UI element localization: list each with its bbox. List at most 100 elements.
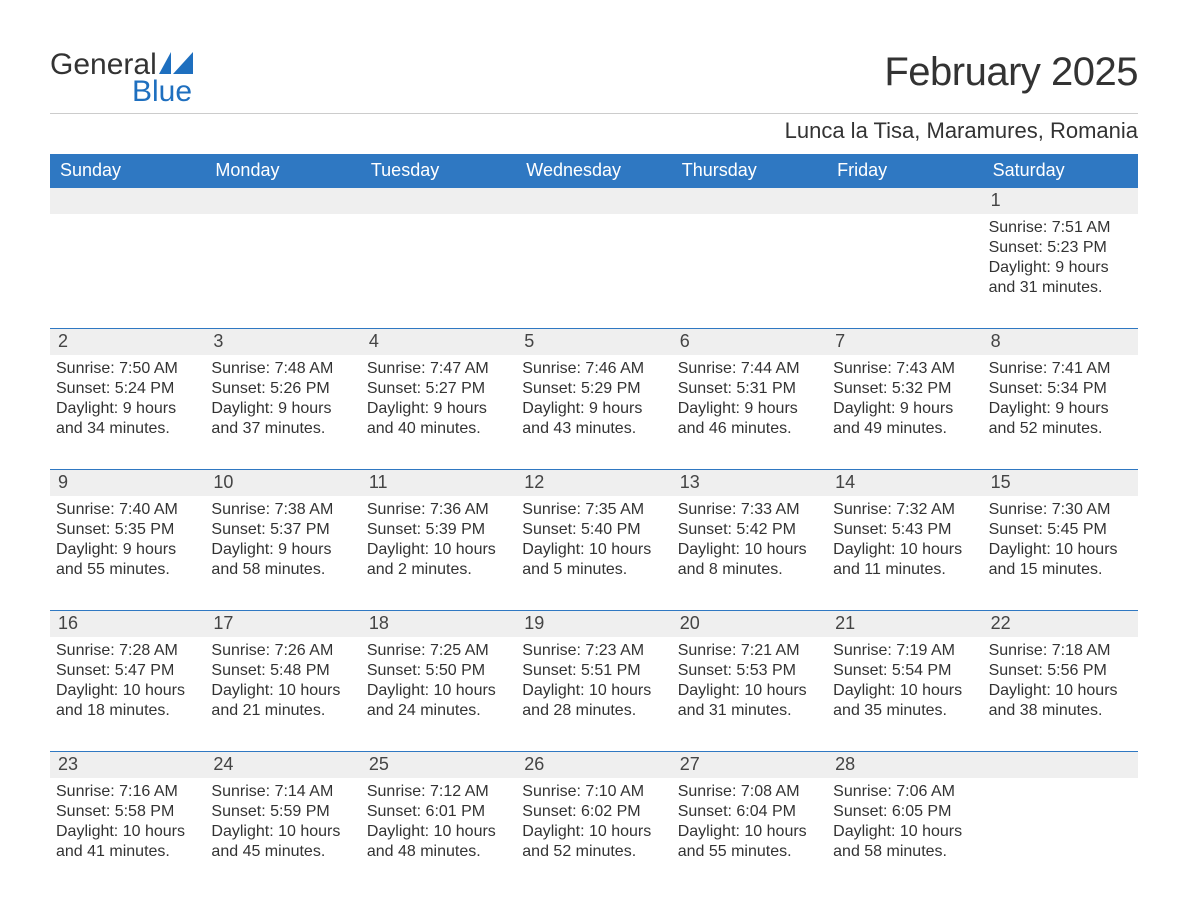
day-cell: 24Sunrise: 7:14 AMSunset: 5:59 PMDayligh… xyxy=(205,752,360,882)
daylight1-text: Daylight: 10 hours xyxy=(989,540,1132,560)
day-number: 1 xyxy=(983,188,1138,214)
day-number: 11 xyxy=(361,470,516,496)
sunset-text: Sunset: 5:37 PM xyxy=(211,520,354,540)
day-cell: 14 Sunrise: 7:32 AMSunset: 5:43 PMDayligh… xyxy=(827,470,982,600)
day-number: 7 xyxy=(827,329,982,355)
day-number: 23 xyxy=(50,752,205,778)
day-cell: 5Sunrise: 7:46 AMSunset: 5:29 PMDaylight… xyxy=(516,329,671,459)
daylight1-text: Daylight: 9 hours xyxy=(678,399,821,419)
daylight2-text: and 52 minutes. xyxy=(989,419,1132,439)
sun-info: Sunrise: 7:06 AMSunset: 6:05 PMDaylight:… xyxy=(833,782,976,862)
sunset-text: Sunset: 6:01 PM xyxy=(367,802,510,822)
daylight1-text: Daylight: 9 hours xyxy=(522,399,665,419)
daylight2-text: and 28 minutes. xyxy=(522,701,665,721)
day-cell: 11 Sunrise: 7:36 AMSunset: 5:39 PMDayligh… xyxy=(361,470,516,600)
sun-info: Sunrise: 7:43 AMSunset: 5:32 PMDaylight:… xyxy=(833,359,976,439)
sunset-text: Sunset: 5:24 PM xyxy=(56,379,199,399)
weekday-wednesday: Wednesday xyxy=(516,154,671,187)
day-number xyxy=(672,188,827,214)
day-number: 26 xyxy=(516,752,671,778)
sunrise-text: Sunrise: 7:12 AM xyxy=(367,782,510,802)
daylight1-text: Daylight: 9 hours xyxy=(367,399,510,419)
sun-info: Sunrise: 7:10 AMSunset: 6:02 PMDaylight:… xyxy=(522,782,665,862)
sunset-text: Sunset: 5:35 PM xyxy=(56,520,199,540)
daylight2-text: and 43 minutes. xyxy=(522,419,665,439)
day-cell: 26 Sunrise: 7:10 AMSunset: 6:02 PMDayligh… xyxy=(516,752,671,882)
sunrise-text: Sunrise: 7:06 AM xyxy=(833,782,976,802)
day-number: 27 xyxy=(672,752,827,778)
daylight1-text: Daylight: 10 hours xyxy=(56,681,199,701)
weekday-saturday: Saturday xyxy=(983,154,1138,187)
sun-info: Sunrise: 7:30 AMSunset: 5:45 PMDaylight:… xyxy=(989,500,1132,580)
sunrise-text: Sunrise: 7:50 AM xyxy=(56,359,199,379)
sunset-text: Sunset: 5:54 PM xyxy=(833,661,976,681)
sunset-text: Sunset: 5:56 PM xyxy=(989,661,1132,681)
sunrise-text: Sunrise: 7:30 AM xyxy=(989,500,1132,520)
daylight1-text: Daylight: 9 hours xyxy=(833,399,976,419)
sunrise-text: Sunrise: 7:47 AM xyxy=(367,359,510,379)
sunrise-text: Sunrise: 7:19 AM xyxy=(833,641,976,661)
sunrise-text: Sunrise: 7:48 AM xyxy=(211,359,354,379)
day-number: 4 xyxy=(361,329,516,355)
daylight2-text: and 15 minutes. xyxy=(989,560,1132,580)
sunrise-text: Sunrise: 7:41 AM xyxy=(989,359,1132,379)
daylight1-text: Daylight: 9 hours xyxy=(989,258,1132,278)
sunset-text: Sunset: 5:29 PM xyxy=(522,379,665,399)
sun-info: Sunrise: 7:32 AMSunset: 5:43 PMDaylight:… xyxy=(833,500,976,580)
daylight2-text: and 2 minutes. xyxy=(367,560,510,580)
day-cell: 13Sunrise: 7:33 AMSunset: 5:42 PMDayligh… xyxy=(672,470,827,600)
sunset-text: Sunset: 5:45 PM xyxy=(989,520,1132,540)
daylight1-text: Daylight: 10 hours xyxy=(678,822,821,842)
sunset-text: Sunset: 6:05 PM xyxy=(833,802,976,822)
sun-info: Sunrise: 7:23 AMSunset: 5:51 PMDaylight:… xyxy=(522,641,665,721)
day-number: 15 xyxy=(983,470,1138,496)
day-cell: 10 Sunrise: 7:38 AMSunset: 5:37 PMDayligh… xyxy=(205,470,360,600)
daylight1-text: Daylight: 10 hours xyxy=(56,822,199,842)
day-number: 10 xyxy=(205,470,360,496)
sun-info: Sunrise: 7:41 AMSunset: 5:34 PMDaylight:… xyxy=(989,359,1132,439)
day-number: 14 xyxy=(827,470,982,496)
day-cell: 4Sunrise: 7:47 AMSunset: 5:27 PMDaylight… xyxy=(361,329,516,459)
week-row: 16Sunrise: 7:28 AMSunset: 5:47 PMDayligh… xyxy=(50,610,1138,751)
sunrise-text: Sunrise: 7:21 AM xyxy=(678,641,821,661)
sunset-text: Sunset: 6:02 PM xyxy=(522,802,665,822)
day-cell: 19Sunrise: 7:23 AMSunset: 5:51 PMDayligh… xyxy=(516,611,671,741)
day-number: 3 xyxy=(205,329,360,355)
daylight1-text: Daylight: 10 hours xyxy=(522,681,665,701)
header-divider xyxy=(50,113,1138,114)
daylight1-text: Daylight: 10 hours xyxy=(211,822,354,842)
day-cell: 18Sunrise: 7:25 AMSunset: 5:50 PMDayligh… xyxy=(361,611,516,741)
daylight1-text: Daylight: 10 hours xyxy=(833,540,976,560)
sun-info: Sunrise: 7:38 AMSunset: 5:37 PMDaylight:… xyxy=(211,500,354,580)
sunset-text: Sunset: 5:32 PM xyxy=(833,379,976,399)
daylight2-text: and 31 minutes. xyxy=(989,278,1132,298)
day-cell: 16Sunrise: 7:28 AMSunset: 5:47 PMDayligh… xyxy=(50,611,205,741)
sunrise-text: Sunrise: 7:33 AM xyxy=(678,500,821,520)
daylight2-text: and 58 minutes. xyxy=(211,560,354,580)
day-number: 2 xyxy=(50,329,205,355)
daylight2-text: and 58 minutes. xyxy=(833,842,976,862)
weekday-friday: Friday xyxy=(827,154,982,187)
day-cell xyxy=(672,188,827,318)
day-cell xyxy=(50,188,205,318)
daylight2-text: and 24 minutes. xyxy=(367,701,510,721)
daylight2-text: and 41 minutes. xyxy=(56,842,199,862)
day-number: 28 xyxy=(827,752,982,778)
sunrise-text: Sunrise: 7:46 AM xyxy=(522,359,665,379)
sunrise-text: Sunrise: 7:32 AM xyxy=(833,500,976,520)
calendar-grid: Sunday Monday Tuesday Wednesday Thursday… xyxy=(50,154,1138,892)
day-cell: 9Sunrise: 7:40 AMSunset: 5:35 PMDaylight… xyxy=(50,470,205,600)
day-cell: 22Sunrise: 7:18 AMSunset: 5:56 PMDayligh… xyxy=(983,611,1138,741)
day-cell xyxy=(827,188,982,318)
daylight1-text: Daylight: 9 hours xyxy=(56,540,199,560)
day-cell: 17Sunrise: 7:26 AMSunset: 5:48 PMDayligh… xyxy=(205,611,360,741)
day-number xyxy=(516,188,671,214)
daylight2-text: and 31 minutes. xyxy=(678,701,821,721)
sun-info: Sunrise: 7:51 AMSunset: 5:23 PMDaylight:… xyxy=(989,218,1132,298)
sunrise-text: Sunrise: 7:14 AM xyxy=(211,782,354,802)
sun-info: Sunrise: 7:50 AMSunset: 5:24 PMDaylight:… xyxy=(56,359,199,439)
daylight1-text: Daylight: 10 hours xyxy=(367,540,510,560)
weekday-sunday: Sunday xyxy=(50,154,205,187)
weekday-monday: Monday xyxy=(205,154,360,187)
sun-info: Sunrise: 7:36 AMSunset: 5:39 PMDaylight:… xyxy=(367,500,510,580)
